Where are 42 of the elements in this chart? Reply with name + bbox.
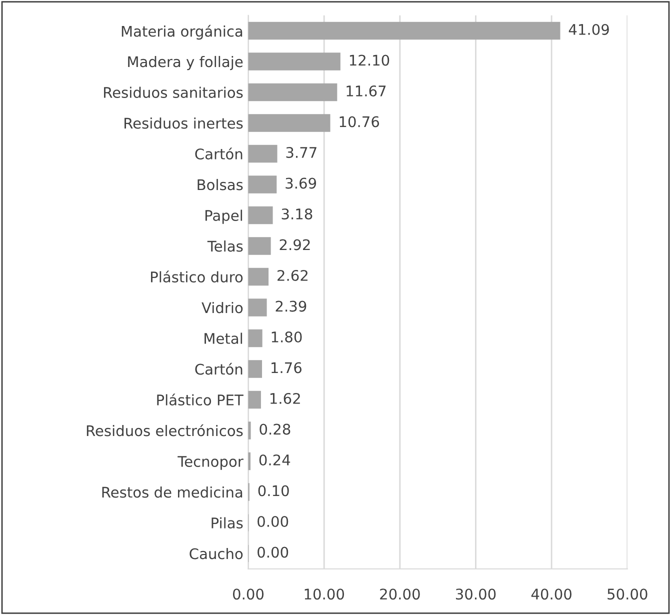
- x-tick-label: 0.00: [232, 588, 264, 600]
- y-tick-label: Bolsas: [198, 178, 243, 190]
- y-tick-label: Cartón: [195, 362, 242, 375]
- y-tick-label: Residuos electrónicos: [86, 424, 243, 436]
- y-tick-label: Metal: [204, 332, 242, 344]
- data-label: 1.76: [272, 362, 302, 374]
- x-tick-label: 10.00: [304, 588, 344, 600]
- y-tick-label: Restos de medicina: [102, 486, 242, 498]
- y-tick-label: Papel: [205, 210, 242, 224]
- data-label: 1.80: [272, 331, 302, 342]
- y-tick-label: Vidrio: [202, 302, 243, 314]
- data-label: 3.18: [282, 208, 312, 220]
- y-tick-label: Telas: [207, 240, 243, 252]
- y-tick-label: Cartón: [195, 148, 242, 160]
- data-label: 41.09: [568, 24, 609, 35]
- x-tick-label: 30.00: [456, 588, 496, 600]
- data-label: 2.62: [278, 270, 308, 281]
- data-label: 0.28: [260, 424, 290, 435]
- data-label: 10.76: [340, 116, 380, 128]
- data-label: 12.10: [350, 54, 390, 66]
- y-tick-label: Madera y follaje: [128, 56, 243, 70]
- x-tick-label: 20.00: [380, 588, 420, 600]
- data-label: 2.92: [280, 239, 310, 250]
- x-tick-label: 40.00: [531, 588, 572, 600]
- y-tick-label: Materia orgánica: [122, 24, 242, 40]
- data-label: 2.39: [276, 300, 306, 312]
- data-label: 0.00: [258, 516, 288, 527]
- data-label: 11.67: [346, 85, 386, 96]
- data-label: 3.77: [286, 146, 316, 158]
- data-label: 0.24: [259, 454, 290, 466]
- y-tick-label: Tecnopor: [178, 456, 244, 470]
- y-tick-label: Plástico duro: [151, 270, 243, 282]
- data-label: 0.10: [258, 485, 289, 496]
- y-tick-label: Plástico PET: [157, 394, 244, 406]
- data-label: 1.62: [270, 392, 300, 404]
- y-tick-label: Residuos inertes: [124, 117, 243, 129]
- x-tick-label: 50.00: [608, 588, 648, 600]
- y-tick-label: Caucho: [190, 548, 243, 560]
- y-tick-label: Residuos sanitarios: [104, 86, 243, 98]
- data-label: 3.69: [286, 178, 316, 189]
- y-tick-label: Pilas: [212, 517, 243, 528]
- data-label: 0.00: [258, 546, 288, 558]
